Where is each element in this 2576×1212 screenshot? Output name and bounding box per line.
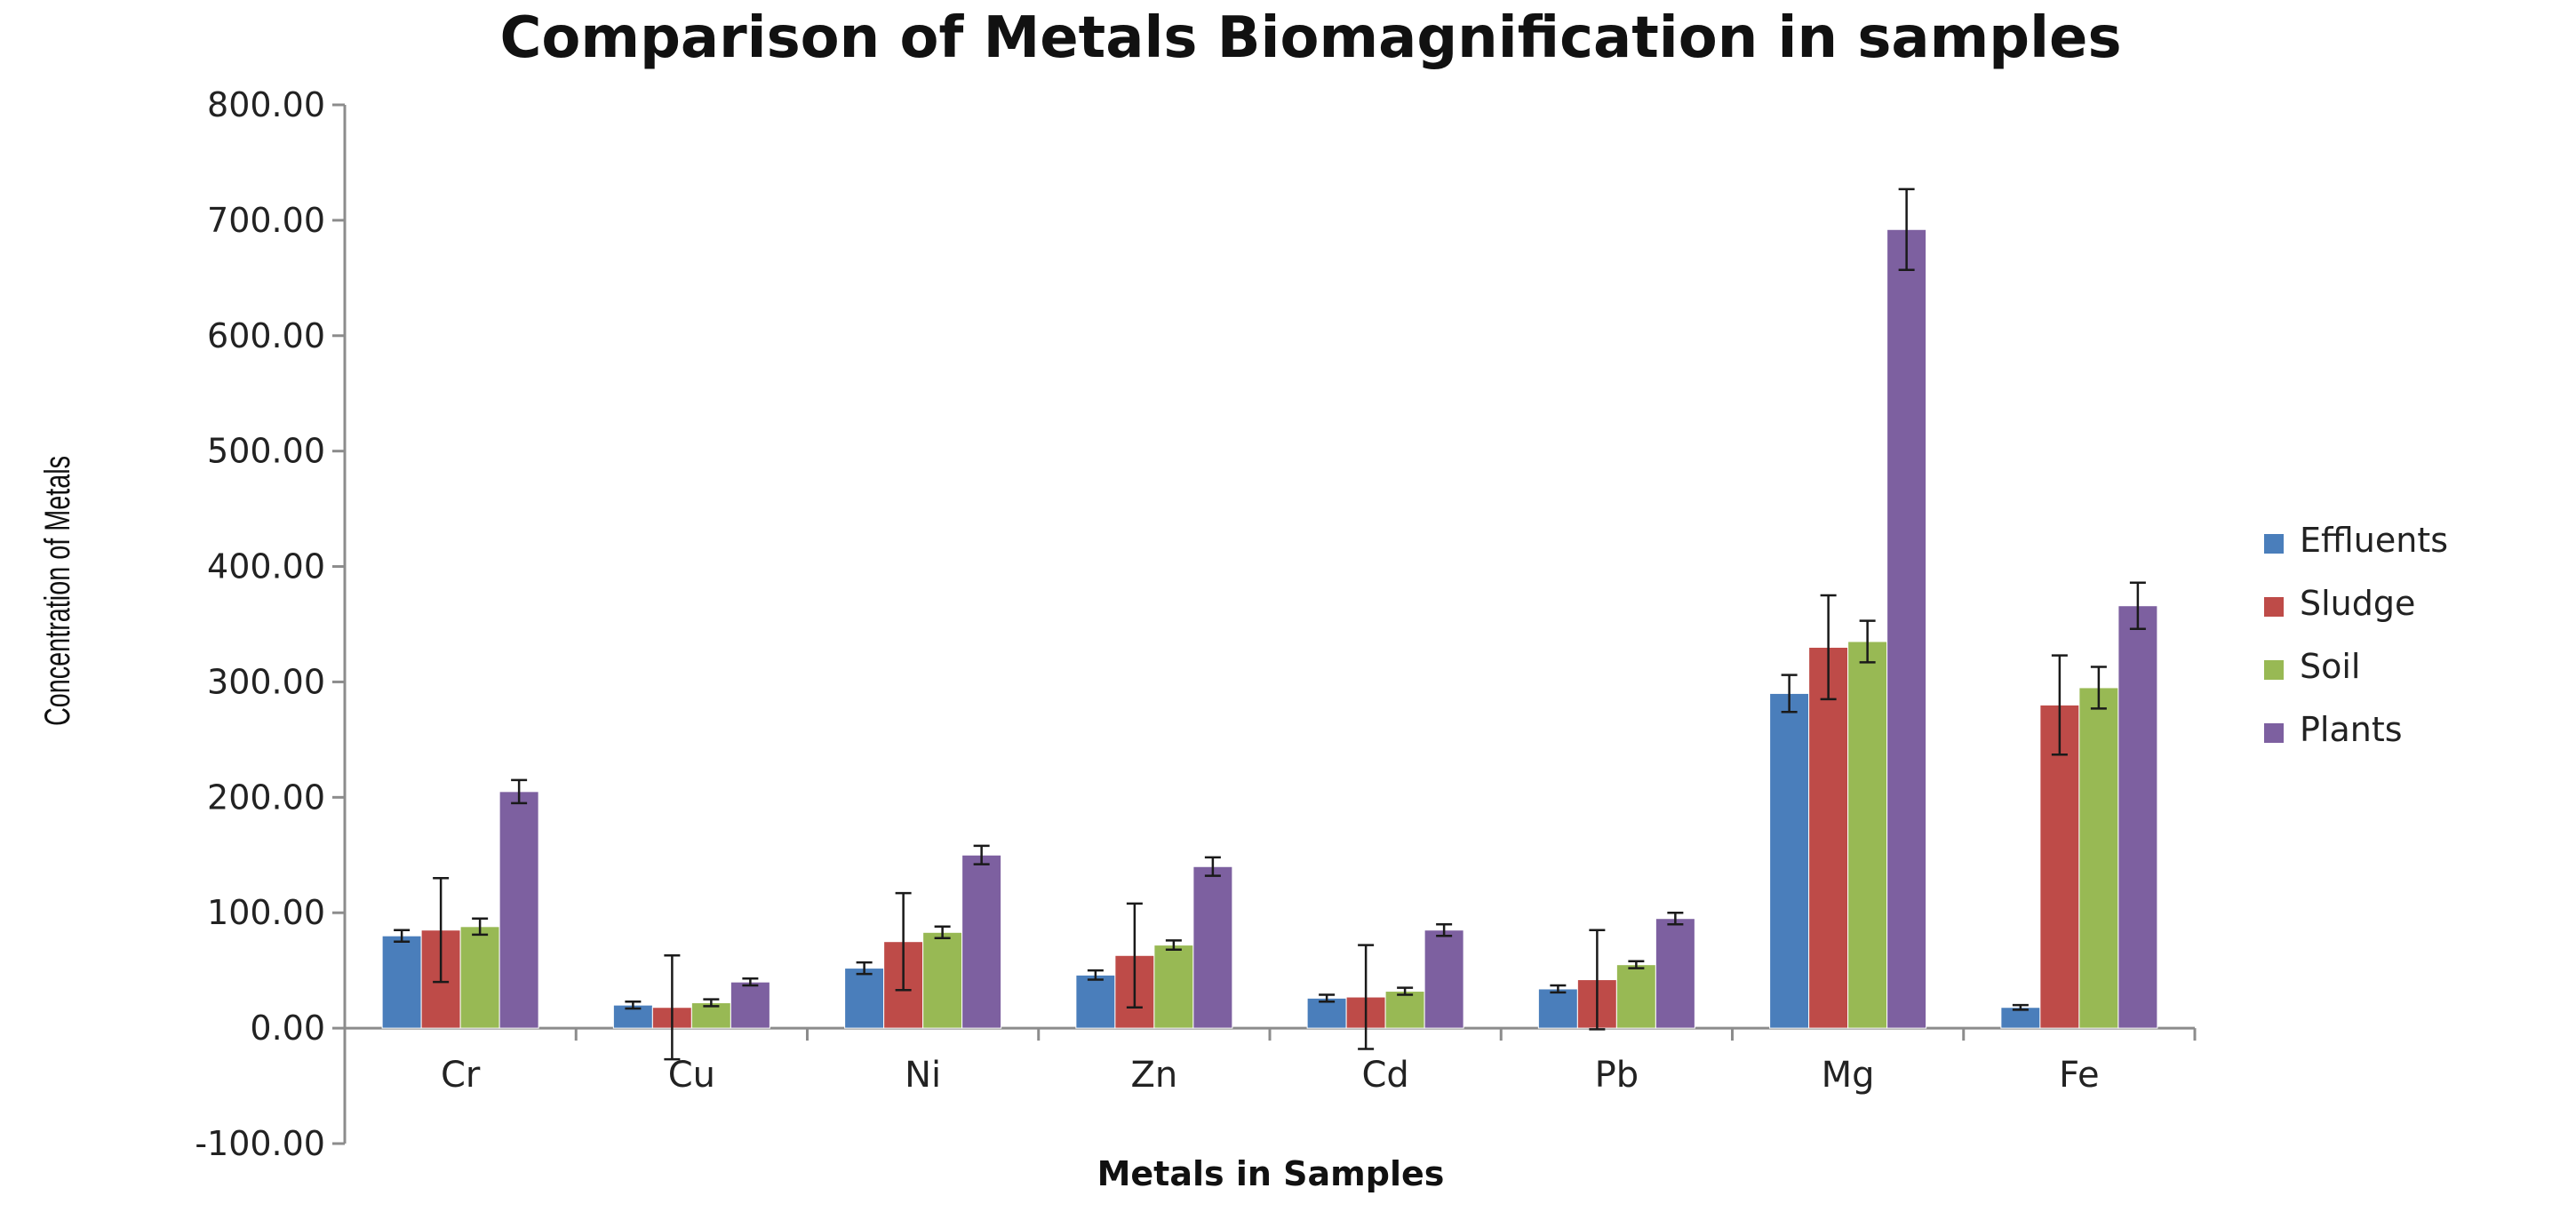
y-tick-label: -100.00 [195, 1124, 325, 1163]
x-tick-label: Fe [2059, 1055, 2099, 1096]
legend: Effluents Sludge Soil Plants [2264, 521, 2448, 749]
bar-plants [498, 791, 539, 1029]
legend-swatch-sludge [2264, 597, 2284, 617]
bar-soil [1847, 641, 1888, 1029]
legend-swatch-plants [2264, 723, 2284, 743]
legend-label-effluents: Effluents [2300, 521, 2448, 560]
y-tick-label: 500.00 [207, 432, 325, 471]
legend-swatch-effluents [2264, 534, 2284, 554]
bar-soil [459, 926, 500, 1029]
plot-area: -100.00 0.00 100.00 200.00 300.00 400.00 500.0… [195, 85, 2197, 1163]
legend-label-soil: Soil [2300, 647, 2361, 686]
chart-title: Comparison of Metals Biomagnification in… [499, 5, 2121, 71]
x-axis-label: Metals in Samples [1097, 1154, 1445, 1193]
legend-label-sludge: Sludge [2300, 584, 2415, 623]
x-tick-label: Cr [441, 1055, 481, 1096]
y-tick-label: 700.00 [207, 201, 325, 240]
bar-plants [2117, 605, 2158, 1029]
y-tick-label: 0.00 [250, 1009, 325, 1048]
x-tick-label: Pb [1595, 1055, 1639, 1096]
bar-plants [1655, 918, 1695, 1029]
bar-soil [2078, 687, 2119, 1029]
bar-soil [1153, 945, 1194, 1029]
y-tick-label: 300.00 [207, 662, 325, 701]
bar-plants [1424, 929, 1464, 1029]
bar-soil [1615, 964, 1656, 1029]
bar-effluents [381, 935, 422, 1029]
y-axis-label: Concentration of Metals [37, 456, 77, 726]
bar-plants [730, 981, 770, 1029]
y-tick-label: 400.00 [207, 547, 325, 586]
x-tick-label: Zn [1130, 1055, 1177, 1096]
bar-plants [1192, 865, 1233, 1029]
bar-effluents [1769, 692, 1810, 1029]
legend-label-plants: Plants [2300, 710, 2403, 749]
x-tick-label: Cu [668, 1055, 715, 1096]
y-tick-label: 200.00 [207, 777, 325, 817]
x-tick-label: Ni [905, 1055, 941, 1096]
x-tick-label: Mg [1822, 1055, 1875, 1096]
bar-effluents [844, 968, 885, 1029]
x-tick-label: Cd [1361, 1055, 1408, 1096]
bar-soil [922, 931, 963, 1029]
bar-effluents [1537, 988, 1578, 1029]
y-tick-label: 800.00 [207, 85, 325, 124]
bar-sludge [2039, 704, 2080, 1029]
y-tick-label: 600.00 [207, 316, 325, 355]
legend-swatch-soil [2264, 660, 2284, 680]
bar-plants [1886, 228, 1927, 1029]
bar-sludge [1808, 646, 1849, 1029]
bar-soil [1384, 991, 1425, 1029]
y-tick-label: 100.00 [207, 893, 325, 932]
bar-effluents [1075, 974, 1116, 1029]
bar-plants [961, 854, 1002, 1029]
